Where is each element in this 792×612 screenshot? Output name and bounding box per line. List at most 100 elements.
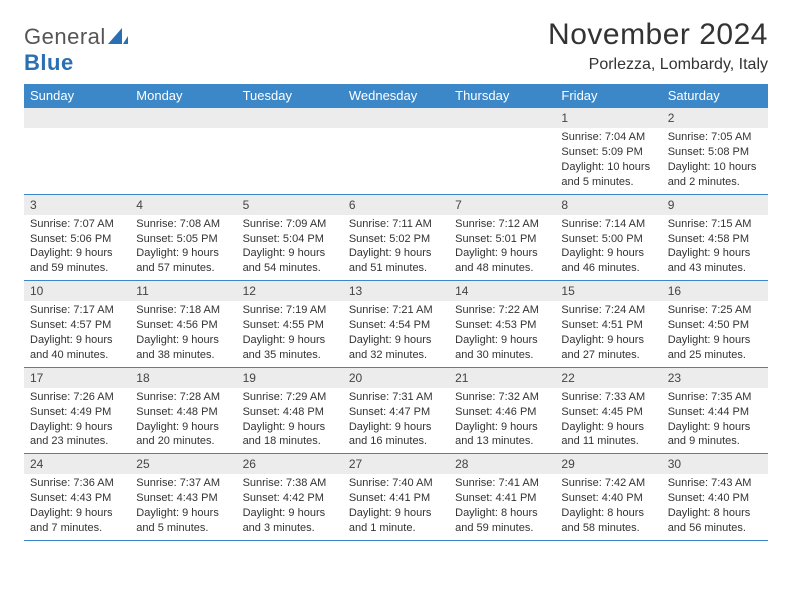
- daylight1-text: Daylight: 9 hours: [136, 506, 230, 521]
- day-number: 3: [24, 195, 130, 215]
- daylight2-text: and 11 minutes.: [561, 434, 655, 449]
- day-body: Sunrise: 7:05 AMSunset: 5:08 PMDaylight:…: [662, 128, 768, 193]
- calendar-cell: 8Sunrise: 7:14 AMSunset: 5:00 PMDaylight…: [555, 194, 661, 281]
- calendar-cell: 25Sunrise: 7:37 AMSunset: 4:43 PMDayligh…: [130, 454, 236, 541]
- month-title: November 2024: [548, 18, 768, 52]
- day-body: Sunrise: 7:43 AMSunset: 4:40 PMDaylight:…: [662, 474, 768, 539]
- sunset-text: Sunset: 4:46 PM: [455, 405, 549, 420]
- calendar-cell: [237, 108, 343, 195]
- daylight2-text: and 2 minutes.: [668, 175, 762, 190]
- daylight2-text: and 40 minutes.: [30, 348, 124, 363]
- day-body: Sunrise: 7:21 AMSunset: 4:54 PMDaylight:…: [343, 301, 449, 366]
- day-number: [24, 108, 130, 128]
- day-number: 28: [449, 454, 555, 474]
- daylight2-text: and 25 minutes.: [668, 348, 762, 363]
- calendar-cell: [130, 108, 236, 195]
- daylight1-text: Daylight: 9 hours: [561, 333, 655, 348]
- calendar-cell: 5Sunrise: 7:09 AMSunset: 5:04 PMDaylight…: [237, 194, 343, 281]
- sunrise-text: Sunrise: 7:24 AM: [561, 303, 655, 318]
- day-number: 25: [130, 454, 236, 474]
- day-number: 29: [555, 454, 661, 474]
- daylight1-text: Daylight: 9 hours: [668, 333, 762, 348]
- day-body: Sunrise: 7:19 AMSunset: 4:55 PMDaylight:…: [237, 301, 343, 366]
- day-number: [449, 108, 555, 128]
- day-body: Sunrise: 7:40 AMSunset: 4:41 PMDaylight:…: [343, 474, 449, 539]
- daylight1-text: Daylight: 9 hours: [30, 420, 124, 435]
- daylight2-text: and 27 minutes.: [561, 348, 655, 363]
- day-number: 26: [237, 454, 343, 474]
- sunrise-text: Sunrise: 7:42 AM: [561, 476, 655, 491]
- calendar-cell: 22Sunrise: 7:33 AMSunset: 4:45 PMDayligh…: [555, 367, 661, 454]
- day-number: 21: [449, 368, 555, 388]
- calendar-cell: 4Sunrise: 7:08 AMSunset: 5:05 PMDaylight…: [130, 194, 236, 281]
- daylight1-text: Daylight: 9 hours: [30, 506, 124, 521]
- daylight1-text: Daylight: 9 hours: [136, 420, 230, 435]
- daylight2-text: and 20 minutes.: [136, 434, 230, 449]
- day-body: Sunrise: 7:07 AMSunset: 5:06 PMDaylight:…: [24, 215, 130, 280]
- sunset-text: Sunset: 4:44 PM: [668, 405, 762, 420]
- daylight1-text: Daylight: 8 hours: [561, 506, 655, 521]
- sunset-text: Sunset: 5:05 PM: [136, 232, 230, 247]
- sunrise-text: Sunrise: 7:19 AM: [243, 303, 337, 318]
- daylight2-text: and 59 minutes.: [455, 521, 549, 536]
- calendar-cell: 6Sunrise: 7:11 AMSunset: 5:02 PMDaylight…: [343, 194, 449, 281]
- day-number: 6: [343, 195, 449, 215]
- sunrise-text: Sunrise: 7:43 AM: [668, 476, 762, 491]
- daylight2-text: and 38 minutes.: [136, 348, 230, 363]
- daylight1-text: Daylight: 8 hours: [455, 506, 549, 521]
- sunset-text: Sunset: 4:55 PM: [243, 318, 337, 333]
- day-number: 8: [555, 195, 661, 215]
- calendar-cell: 15Sunrise: 7:24 AMSunset: 4:51 PMDayligh…: [555, 281, 661, 368]
- brand-part1: General: [24, 24, 106, 49]
- day-number: 14: [449, 281, 555, 301]
- day-number: 10: [24, 281, 130, 301]
- calendar-cell: 13Sunrise: 7:21 AMSunset: 4:54 PMDayligh…: [343, 281, 449, 368]
- sunrise-text: Sunrise: 7:15 AM: [668, 217, 762, 232]
- calendar-body: 1Sunrise: 7:04 AMSunset: 5:09 PMDaylight…: [24, 108, 768, 541]
- calendar-cell: 11Sunrise: 7:18 AMSunset: 4:56 PMDayligh…: [130, 281, 236, 368]
- calendar-cell: 10Sunrise: 7:17 AMSunset: 4:57 PMDayligh…: [24, 281, 130, 368]
- calendar-cell: 9Sunrise: 7:15 AMSunset: 4:58 PMDaylight…: [662, 194, 768, 281]
- daylight1-text: Daylight: 9 hours: [349, 506, 443, 521]
- daylight2-text: and 18 minutes.: [243, 434, 337, 449]
- calendar-cell: 26Sunrise: 7:38 AMSunset: 4:42 PMDayligh…: [237, 454, 343, 541]
- calendar-cell: 20Sunrise: 7:31 AMSunset: 4:47 PMDayligh…: [343, 367, 449, 454]
- sunrise-text: Sunrise: 7:22 AM: [455, 303, 549, 318]
- daylight1-text: Daylight: 9 hours: [561, 420, 655, 435]
- calendar-cell: 3Sunrise: 7:07 AMSunset: 5:06 PMDaylight…: [24, 194, 130, 281]
- daylight2-text: and 7 minutes.: [30, 521, 124, 536]
- calendar-cell: 27Sunrise: 7:40 AMSunset: 4:41 PMDayligh…: [343, 454, 449, 541]
- calendar-cell: [343, 108, 449, 195]
- day-body: Sunrise: 7:15 AMSunset: 4:58 PMDaylight:…: [662, 215, 768, 280]
- sunset-text: Sunset: 4:56 PM: [136, 318, 230, 333]
- daylight1-text: Daylight: 9 hours: [136, 333, 230, 348]
- day-number: [237, 108, 343, 128]
- daylight1-text: Daylight: 9 hours: [349, 333, 443, 348]
- calendar-cell: 7Sunrise: 7:12 AMSunset: 5:01 PMDaylight…: [449, 194, 555, 281]
- location: Porlezza, Lombardy, Italy: [548, 56, 768, 74]
- daylight1-text: Daylight: 8 hours: [668, 506, 762, 521]
- sunset-text: Sunset: 5:08 PM: [668, 145, 762, 160]
- calendar-cell: 14Sunrise: 7:22 AMSunset: 4:53 PMDayligh…: [449, 281, 555, 368]
- sunrise-text: Sunrise: 7:26 AM: [30, 390, 124, 405]
- daylight2-text: and 13 minutes.: [455, 434, 549, 449]
- day-body: Sunrise: 7:31 AMSunset: 4:47 PMDaylight:…: [343, 388, 449, 453]
- calendar-cell: 30Sunrise: 7:43 AMSunset: 4:40 PMDayligh…: [662, 454, 768, 541]
- daylight1-text: Daylight: 9 hours: [668, 246, 762, 261]
- daylight2-text: and 16 minutes.: [349, 434, 443, 449]
- daylight1-text: Daylight: 9 hours: [136, 246, 230, 261]
- day-body: Sunrise: 7:29 AMSunset: 4:48 PMDaylight:…: [237, 388, 343, 453]
- brand-text: General Blue: [24, 24, 128, 76]
- weekday-header: Thursday: [449, 84, 555, 108]
- day-number: 18: [130, 368, 236, 388]
- calendar-cell: 18Sunrise: 7:28 AMSunset: 4:48 PMDayligh…: [130, 367, 236, 454]
- daylight2-text: and 56 minutes.: [668, 521, 762, 536]
- sunset-text: Sunset: 4:51 PM: [561, 318, 655, 333]
- sunset-text: Sunset: 4:43 PM: [30, 491, 124, 506]
- sunset-text: Sunset: 5:00 PM: [561, 232, 655, 247]
- sunrise-text: Sunrise: 7:18 AM: [136, 303, 230, 318]
- daylight2-text: and 54 minutes.: [243, 261, 337, 276]
- day-body: Sunrise: 7:37 AMSunset: 4:43 PMDaylight:…: [130, 474, 236, 539]
- day-number: 27: [343, 454, 449, 474]
- daylight2-text: and 5 minutes.: [561, 175, 655, 190]
